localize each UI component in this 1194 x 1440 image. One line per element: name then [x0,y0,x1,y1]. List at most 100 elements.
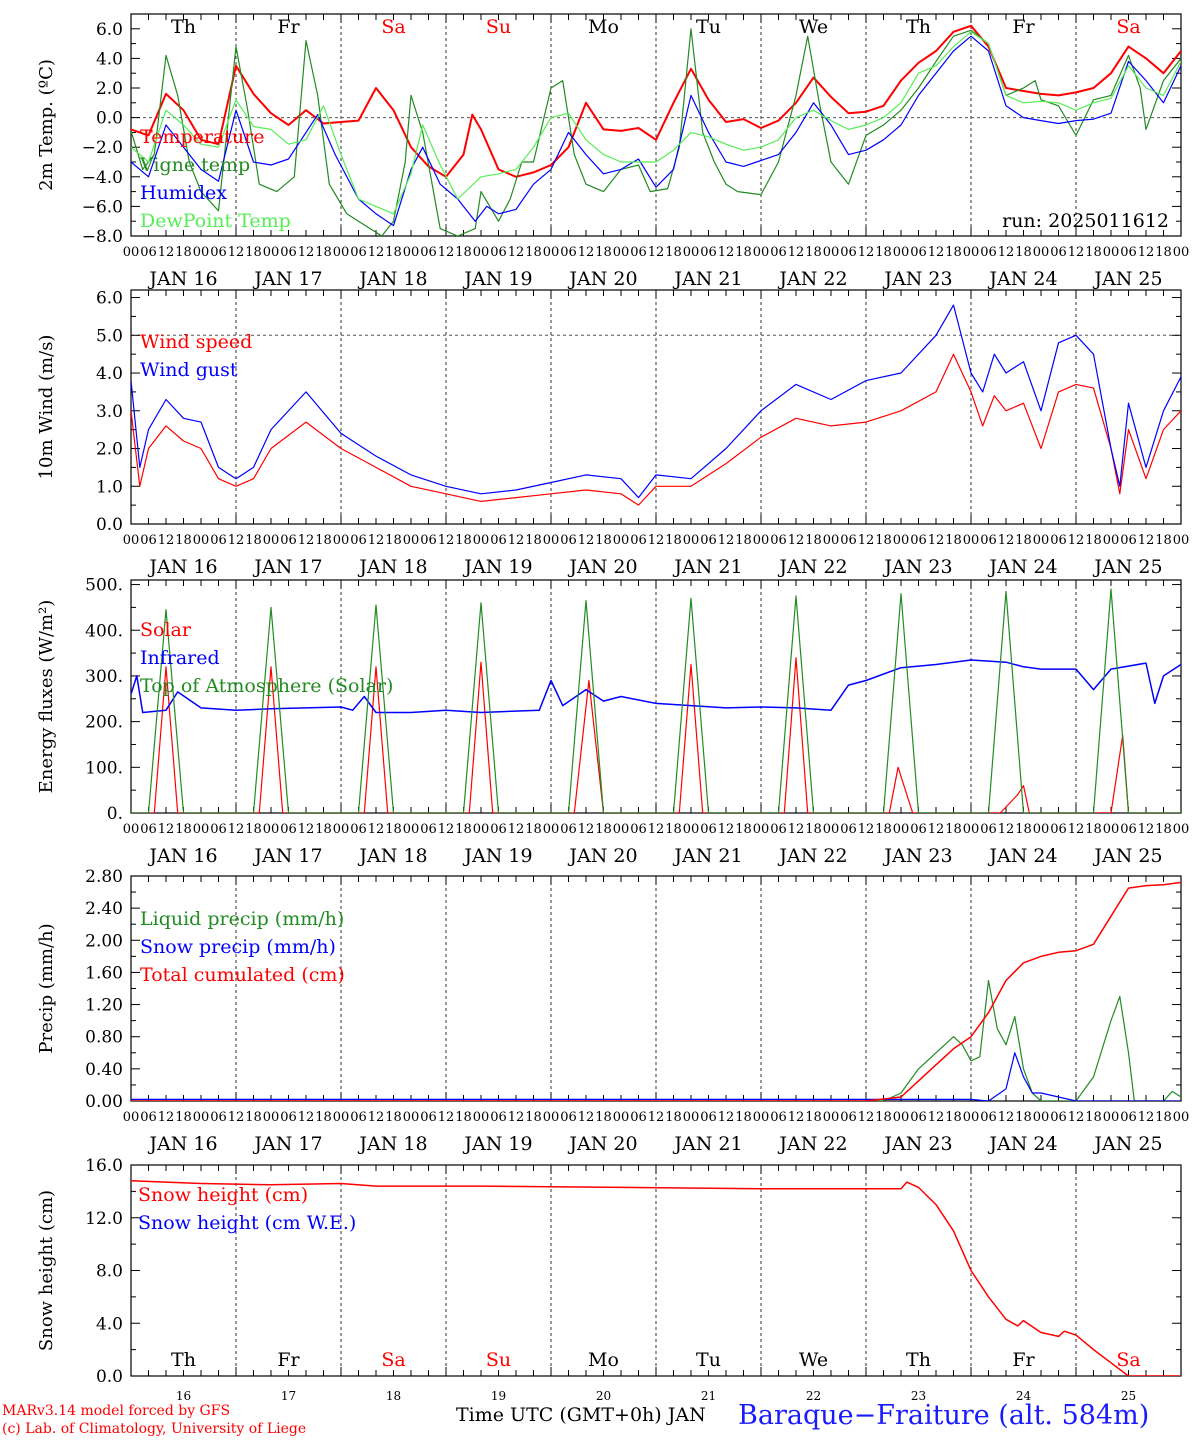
hour-tick-label: 12 [928,1110,945,1125]
y-tick-label: 0.0 [96,109,123,129]
hour-tick-label: 06 [840,822,857,837]
date-label: JAN 20 [567,845,637,867]
y-tick-label: 0. [107,804,123,824]
hour-tick-label: 12 [368,533,385,548]
hour-tick-label: 12 [788,822,805,837]
date-label: JAN 18 [357,845,427,867]
hour-tick-label: 06 [1120,533,1137,548]
legend-entry: Wind gust [140,359,238,381]
legend-entry: Snow height (cm W.E.) [138,1212,356,1234]
hour-tick-label: 06 [910,822,927,837]
hour-tick-label: 06 [350,533,367,548]
hour-tick-label: 00 [1103,245,1120,260]
hour-tick-label: 18 [525,822,542,837]
hour-tick-label: 12 [228,245,245,260]
hour-tick-label: 18 [805,822,822,837]
model-credit: MARv3.14 model forced by GFS [2,1403,231,1419]
hour-tick-label: 18 [595,533,612,548]
y-tick-label: 4.0 [96,1314,123,1334]
hour-tick-label: 12 [1068,822,1085,837]
hour-tick-label: 18 [1155,822,1172,837]
y-tick-label: 6.0 [96,289,123,309]
x-axis-title: Time UTC (GMT+0h) JAN [456,1404,706,1426]
hour-tick-label: 06 [490,1110,507,1125]
date-label: JAN 22 [777,268,847,290]
date-label: JAN 23 [882,845,952,867]
hour-tick-label: 12 [998,533,1015,548]
y-tick-label: 2.80 [85,867,123,887]
date-label: JAN 24 [987,1133,1057,1155]
hour-tick-label: 12 [928,245,945,260]
hour-tick-label: 06 [700,1110,717,1125]
hour-tick-label: 12 [718,822,735,837]
hour-tick-label: 06 [630,822,647,837]
hour-tick-label: 18 [735,245,752,260]
date-label: JAN 18 [357,1133,427,1155]
hour-tick-label: 00 [613,822,630,837]
hour-tick-label: 12 [648,533,665,548]
hour-tick-label: 06 [280,533,297,548]
date-label: JAN 25 [1092,845,1162,867]
weekday-label: Sa [1116,16,1140,38]
hour-tick-label: 18 [875,245,892,260]
hour-tick-label: 00 [403,822,420,837]
hour-tick-label: 00 [893,533,910,548]
y-tick-label: 12.0 [85,1209,123,1229]
hour-tick-label: 18 [175,822,192,837]
hour-tick-label: 00 [1033,1110,1050,1125]
weekday-label: Fr [277,16,300,38]
hour-tick-label: 06 [1050,245,1067,260]
y-tick-label: 16.0 [85,1156,123,1176]
hour-tick-label: 12 [928,533,945,548]
weekday-label: Mo [588,16,619,38]
y-tick-label: 0.0 [96,515,123,535]
hour-tick-label: 06 [560,245,577,260]
y-tick-label: 0.80 [85,1028,123,1048]
hour-tick-label: 00 [1173,1110,1190,1125]
date-label: JAN 22 [777,556,847,578]
hour-tick-label: 18 [315,245,332,260]
y-tick-label: 4.0 [96,364,123,384]
series-line-liquid-precip-mm-h [131,979,1181,1101]
hour-tick-label: 06 [910,245,927,260]
hour-tick-label: 18 [315,533,332,548]
hour-tick-label: 18 [175,245,192,260]
hour-tick-label: 00 [193,245,210,260]
hour-tick-label: 00 [753,533,770,548]
hour-tick-label: 06 [280,1110,297,1125]
y-tick-label: 2.40 [85,899,123,919]
weekday-label: Mo [588,1349,619,1371]
hour-tick-label: 12 [648,245,665,260]
date-label: JAN 24 [987,845,1057,867]
hour-tick-label: 12 [998,822,1015,837]
weekday-label: Th [171,16,196,38]
date-label: JAN 23 [882,1133,952,1155]
hour-tick-label: 06 [980,533,997,548]
hour-tick-label: 00 [613,1110,630,1125]
date-label: JAN 19 [462,556,532,578]
hour-tick-label: 12 [368,1110,385,1125]
y-tick-label: 1.20 [85,996,123,1016]
hour-tick-label: 00 [473,822,490,837]
hour-tick-label: 00 [123,1110,140,1125]
hour-tick-label: 00 [193,533,210,548]
legend-entry: Liquid precip (mm/h) [140,908,344,930]
day-number-label: 25 [1121,1389,1136,1403]
series-line-wind-speed [131,353,1181,506]
legend-entry: Vigne temp [139,154,250,176]
hour-tick-label: 00 [823,1110,840,1125]
y-tick-label: 0.00 [85,1092,123,1112]
y-tick-label: 300. [85,667,123,687]
hour-tick-label: 00 [963,245,980,260]
hour-tick-label: 00 [823,245,840,260]
hour-tick-label: 00 [1103,533,1120,548]
date-label: JAN 25 [1092,1133,1162,1155]
hour-tick-label: 06 [140,1110,157,1125]
hour-tick-label: 00 [753,822,770,837]
hour-tick-label: 18 [175,1110,192,1125]
hour-tick-label: 12 [508,1110,525,1125]
y-axis-title: Energy fluxes (W/m²) [36,600,57,794]
hour-tick-label: 18 [875,533,892,548]
hour-tick-label: 12 [858,533,875,548]
series-line-wind-gust [131,304,1181,499]
